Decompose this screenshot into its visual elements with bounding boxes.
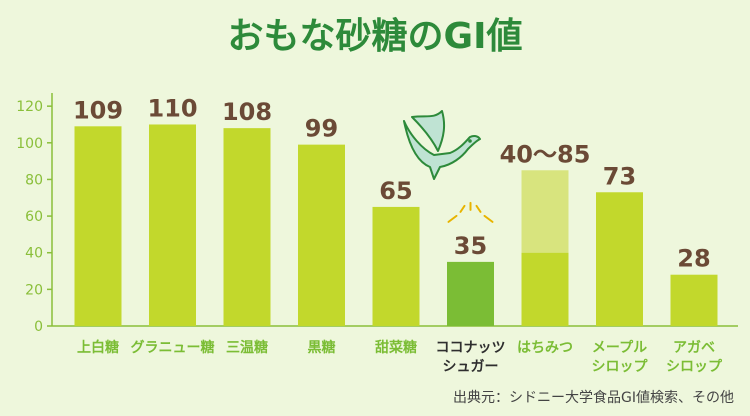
bar	[298, 144, 345, 326]
bar	[372, 206, 420, 326]
source-note: 出典元：シドニー大学食品GI値検索、その他	[453, 389, 734, 406]
bars: 109 上白糖 110 グラニュー糖 108 三温糖 99 黒糖 65 甜菜糖 35 ココナッツシュガ…	[73, 94, 723, 375]
bar	[74, 126, 122, 326]
category-label: ココナッツ	[436, 340, 506, 356]
y-tick-label: 20	[25, 282, 43, 298]
y-tick-label: 60	[25, 209, 43, 225]
category-label: 上白糖	[77, 339, 119, 356]
bar	[521, 252, 569, 326]
sparkle-ray	[475, 204, 482, 213]
bar-range	[521, 170, 569, 253]
y-tick-label: 100	[16, 136, 43, 152]
value-label: 73	[603, 162, 636, 190]
category-label: 黒糖	[308, 339, 336, 356]
y-tick-label: 80	[25, 172, 43, 188]
category-label: アガベ	[673, 340, 715, 356]
bar	[149, 124, 196, 326]
value-label: 109	[73, 96, 123, 124]
bar	[447, 261, 494, 326]
category-label: グラニュー糖	[131, 339, 215, 356]
value-label: 99	[305, 115, 338, 143]
category-label: メープル	[592, 340, 647, 356]
value-label: 35	[454, 232, 487, 260]
value-label: 110	[147, 94, 197, 122]
value-label: 28	[677, 245, 710, 273]
bar	[223, 128, 271, 326]
category-label: シュガー	[443, 359, 499, 375]
chart-title: おもな砂糖のGI値	[228, 16, 523, 57]
category-label: 甜菜糖	[375, 339, 417, 356]
value-label: 108	[222, 98, 272, 126]
sparkle-icon	[447, 201, 494, 223]
sparkle-ray	[459, 204, 466, 213]
category-label: 三温糖	[226, 339, 268, 356]
y-tick-label: 0	[34, 319, 43, 335]
sparkle-ray	[447, 214, 458, 223]
value-label: 40〜85	[500, 140, 591, 168]
bar	[670, 274, 718, 326]
sparkle-ray	[483, 214, 494, 223]
category-label: シロップ	[666, 359, 723, 375]
bird-icon	[403, 110, 481, 180]
value-label: 65	[379, 177, 412, 205]
bar	[596, 192, 643, 326]
category-label: シロップ	[592, 359, 649, 375]
y-tick-label: 40	[25, 246, 43, 262]
y-tick-label: 120	[16, 99, 43, 115]
decorations	[403, 110, 494, 223]
category-label: はちみつ	[517, 340, 573, 356]
